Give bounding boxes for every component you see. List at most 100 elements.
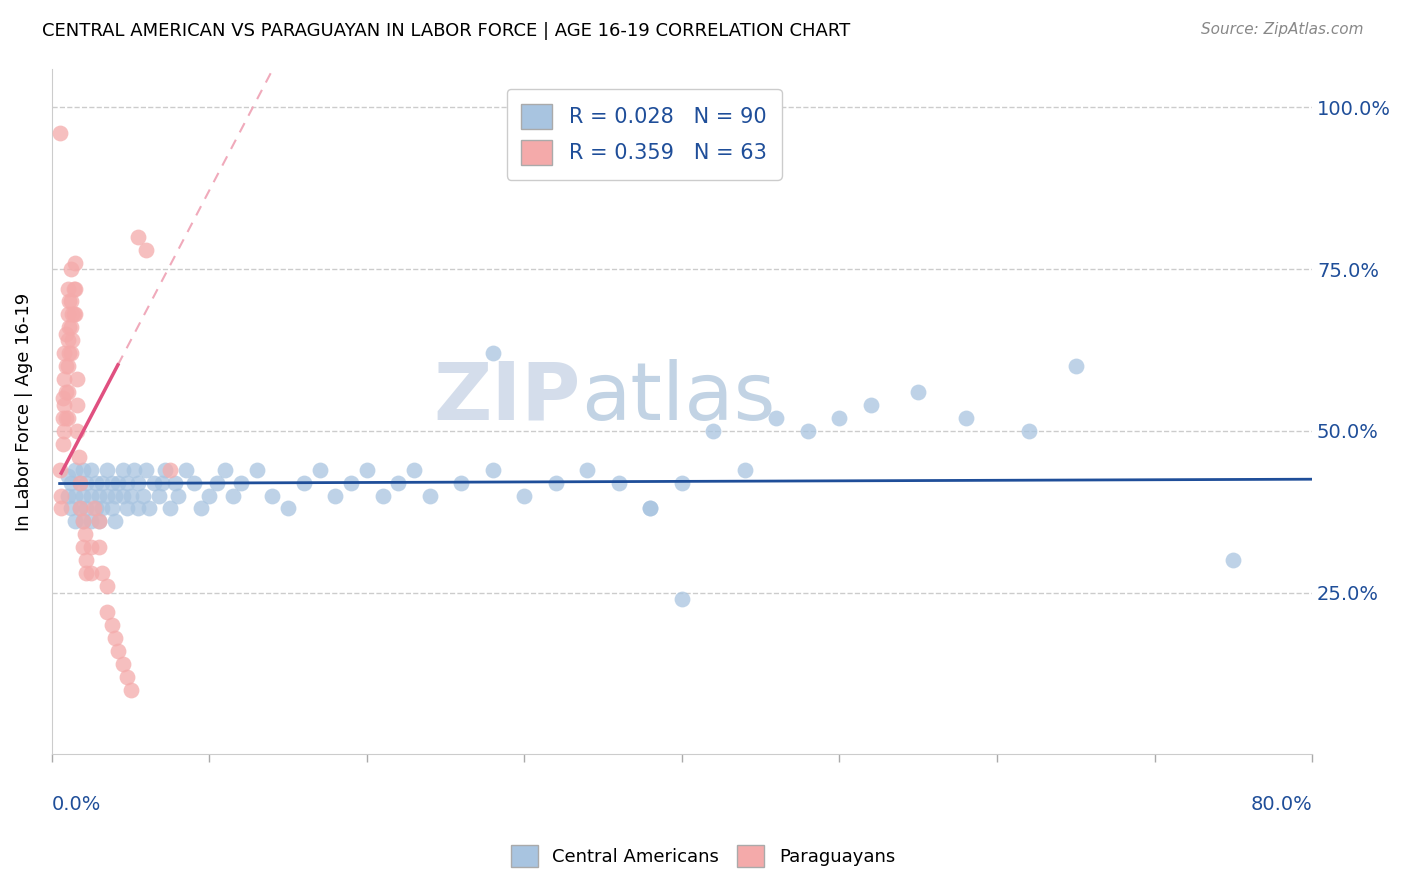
Point	[65, 307, 87, 321]
Point	[65, 463, 87, 477]
Text: ZIP: ZIP	[434, 359, 581, 437]
Point	[73, 527, 96, 541]
Point	[100, 501, 122, 516]
Point	[198, 489, 221, 503]
Point	[66, 398, 89, 412]
Point	[797, 424, 820, 438]
Point	[56, 281, 79, 295]
Point	[80, 541, 103, 555]
Point	[166, 489, 188, 503]
Point	[117, 670, 139, 684]
Point	[62, 281, 84, 295]
Y-axis label: In Labor Force | Age 16-19: In Labor Force | Age 16-19	[15, 293, 32, 531]
Point	[72, 489, 94, 503]
Point	[100, 618, 122, 632]
Point	[56, 469, 79, 483]
Point	[277, 501, 299, 516]
Point	[174, 463, 197, 477]
Point	[229, 475, 252, 490]
Point	[482, 346, 505, 360]
Point	[59, 320, 82, 334]
Point	[72, 515, 94, 529]
Point	[640, 501, 662, 516]
Point	[222, 489, 245, 503]
Point	[1064, 359, 1087, 373]
Point	[55, 384, 77, 399]
Point	[671, 592, 693, 607]
Point	[91, 501, 114, 516]
Point	[56, 411, 79, 425]
Point	[135, 463, 157, 477]
Point	[66, 424, 89, 438]
Point	[69, 475, 91, 490]
Point	[150, 475, 173, 490]
Point	[75, 475, 97, 490]
Point	[58, 346, 80, 360]
Text: Source: ZipAtlas.com: Source: ZipAtlas.com	[1201, 22, 1364, 37]
Point	[143, 475, 166, 490]
Point	[734, 463, 756, 477]
Point	[62, 307, 84, 321]
Point	[127, 501, 149, 516]
Point	[87, 515, 110, 529]
Point	[58, 320, 80, 334]
Point	[292, 475, 315, 490]
Point	[56, 307, 79, 321]
Point	[111, 463, 134, 477]
Point	[513, 489, 536, 503]
Point	[907, 384, 929, 399]
Point	[53, 372, 76, 386]
Point	[640, 501, 662, 516]
Point	[96, 605, 118, 619]
Point	[340, 475, 363, 490]
Point	[65, 515, 87, 529]
Point	[205, 475, 228, 490]
Point	[1018, 424, 1040, 438]
Point	[52, 411, 75, 425]
Point	[308, 463, 330, 477]
Point	[132, 489, 155, 503]
Point	[576, 463, 599, 477]
Point	[419, 489, 441, 503]
Point	[58, 294, 80, 309]
Point	[52, 437, 75, 451]
Point	[56, 384, 79, 399]
Point	[56, 359, 79, 373]
Point	[159, 501, 181, 516]
Point	[87, 515, 110, 529]
Text: CENTRAL AMERICAN VS PARAGUAYAN IN LABOR FORCE | AGE 16-19 CORRELATION CHART: CENTRAL AMERICAN VS PARAGUAYAN IN LABOR …	[42, 22, 851, 40]
Point	[80, 463, 103, 477]
Point	[104, 489, 127, 503]
Point	[702, 424, 724, 438]
Point	[190, 501, 212, 516]
Point	[120, 682, 142, 697]
Point	[56, 489, 79, 503]
Point	[56, 333, 79, 347]
Point	[72, 541, 94, 555]
Point	[450, 475, 472, 490]
Point	[87, 541, 110, 555]
Point	[59, 501, 82, 516]
Point	[48, 463, 70, 477]
Point	[51, 489, 73, 503]
Point	[55, 411, 77, 425]
Point	[60, 307, 83, 321]
Point	[127, 229, 149, 244]
Text: 80.0%: 80.0%	[1250, 796, 1312, 814]
Point	[84, 475, 107, 490]
Legend: Central Americans, Paraguayans: Central Americans, Paraguayans	[503, 838, 903, 874]
Point	[96, 463, 118, 477]
Point	[83, 501, 105, 516]
Point	[75, 501, 97, 516]
Point	[262, 489, 284, 503]
Point	[80, 515, 103, 529]
Point	[607, 475, 630, 490]
Point	[52, 392, 75, 406]
Point	[387, 475, 409, 490]
Point	[53, 424, 76, 438]
Point	[245, 463, 267, 477]
Point	[59, 262, 82, 277]
Point	[53, 398, 76, 412]
Point	[214, 463, 236, 477]
Point	[59, 346, 82, 360]
